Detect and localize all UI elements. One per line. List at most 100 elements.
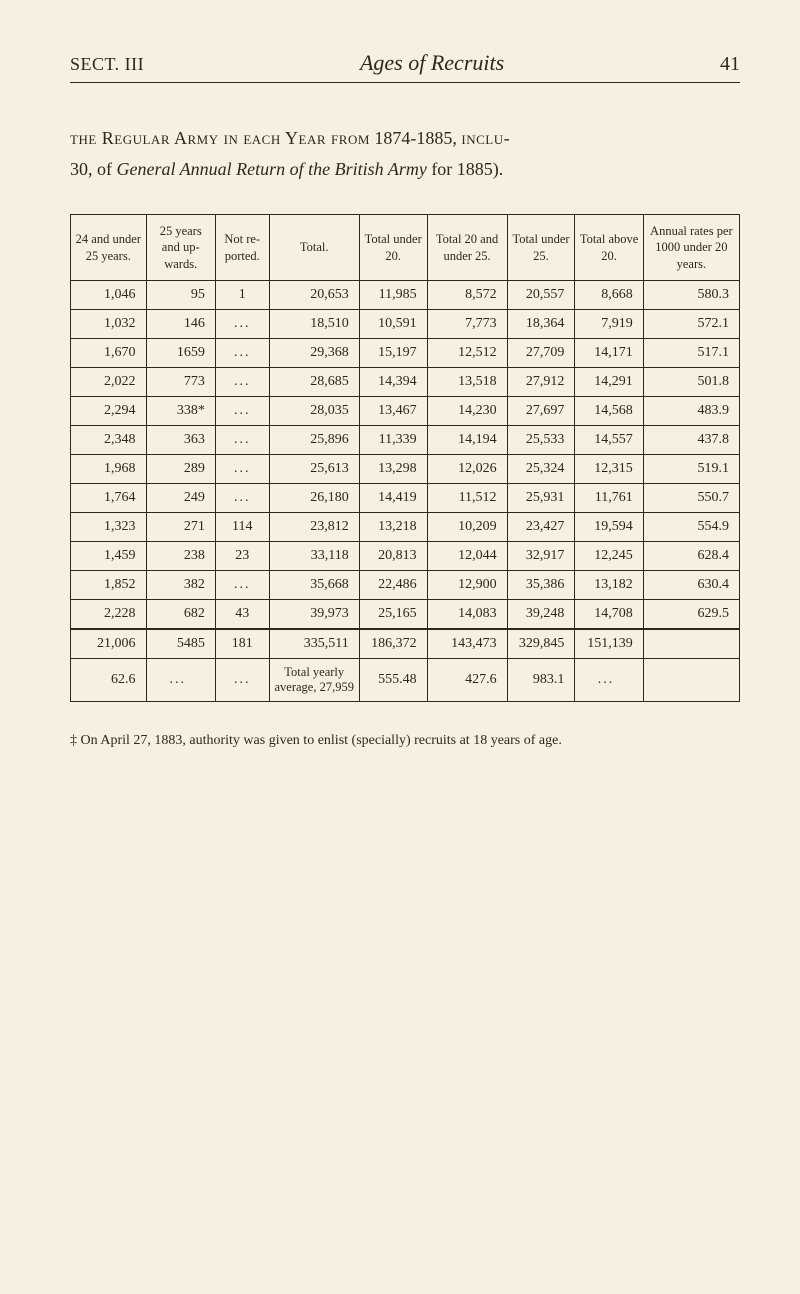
table-cell: 11,761 bbox=[575, 483, 643, 512]
table-cell: 11,985 bbox=[359, 280, 427, 309]
table-cell: ... bbox=[146, 658, 215, 701]
table-cell: 14,083 bbox=[427, 599, 507, 629]
table-cell: 7,773 bbox=[427, 309, 507, 338]
table-cell: 14,194 bbox=[427, 425, 507, 454]
table-cell: 21,006 bbox=[71, 629, 147, 659]
table-body: 1,04695120,65311,9858,57220,5578,668580.… bbox=[71, 280, 740, 701]
table-cell: 23 bbox=[215, 541, 269, 570]
table-cell: 25,533 bbox=[507, 425, 575, 454]
table-cell: 19,594 bbox=[575, 512, 643, 541]
table-cell: 11,512 bbox=[427, 483, 507, 512]
table-cell: 2,022 bbox=[71, 367, 147, 396]
table-cell: 43 bbox=[215, 599, 269, 629]
table-cell: ... bbox=[215, 454, 269, 483]
table-cell: 14,394 bbox=[359, 367, 427, 396]
table-cell: 14,557 bbox=[575, 425, 643, 454]
table-cell: 12,315 bbox=[575, 454, 643, 483]
intro-italic: General Annual Return of the British Arm… bbox=[117, 159, 427, 179]
table-cell: 12,044 bbox=[427, 541, 507, 570]
table-cell: ... bbox=[215, 338, 269, 367]
page: SECT. III Ages of Recruits 41 the Regula… bbox=[0, 0, 800, 1294]
table-cell: 519.1 bbox=[643, 454, 739, 483]
table-cell: 25,896 bbox=[269, 425, 359, 454]
table-cell: 26,180 bbox=[269, 483, 359, 512]
table-cell: 1,032 bbox=[71, 309, 147, 338]
table-row: 2,348363...25,89611,33914,19425,53314,55… bbox=[71, 425, 740, 454]
table-cell: 35,386 bbox=[507, 570, 575, 599]
table-cell: 8,572 bbox=[427, 280, 507, 309]
data-table: 24 and under 25 years. 25 years and up-w… bbox=[70, 214, 740, 702]
table-cell: 572.1 bbox=[643, 309, 739, 338]
table-cell: 8,668 bbox=[575, 280, 643, 309]
table-cell: 29,368 bbox=[269, 338, 359, 367]
table-cell: 329,845 bbox=[507, 629, 575, 659]
intro-line2b: for 1885). bbox=[427, 159, 503, 179]
table-cell: 1,323 bbox=[71, 512, 147, 541]
table-cell: 629.5 bbox=[643, 599, 739, 629]
table-row: 1,32327111423,81213,21810,20923,42719,59… bbox=[71, 512, 740, 541]
col-header: 25 years and up-wards. bbox=[146, 215, 215, 281]
table-cell: 10,591 bbox=[359, 309, 427, 338]
table-cell: 382 bbox=[146, 570, 215, 599]
table-cell: 62.6 bbox=[71, 658, 147, 701]
table-row: 1,04695120,65311,9858,57220,5578,668580.… bbox=[71, 280, 740, 309]
table-cell: 238 bbox=[146, 541, 215, 570]
col-header: 24 and under 25 years. bbox=[71, 215, 147, 281]
header-rule bbox=[70, 82, 740, 83]
table-cell: 13,218 bbox=[359, 512, 427, 541]
table-cell: 28,685 bbox=[269, 367, 359, 396]
table-row: 2,294338*...28,03513,46714,23027,69714,5… bbox=[71, 396, 740, 425]
table-cell: 12,026 bbox=[427, 454, 507, 483]
table-row: 1,6701659...29,36815,19712,51227,70914,1… bbox=[71, 338, 740, 367]
intro-smallcaps-1: the Regular Army in each Year from bbox=[70, 128, 370, 148]
table-cell: 20,813 bbox=[359, 541, 427, 570]
table-cell: 335,511 bbox=[269, 629, 359, 659]
table-cell: 23,812 bbox=[269, 512, 359, 541]
table-cell: 363 bbox=[146, 425, 215, 454]
table-cell: 33,118 bbox=[269, 541, 359, 570]
table-cell: 1,459 bbox=[71, 541, 147, 570]
table-cell: 1,764 bbox=[71, 483, 147, 512]
running-head: SECT. III Ages of Recruits 41 bbox=[70, 50, 740, 76]
table-cell: 181 bbox=[215, 629, 269, 659]
table-row: 1,968289...25,61313,29812,02625,32412,31… bbox=[71, 454, 740, 483]
table-cell: 983.1 bbox=[507, 658, 575, 701]
table-cell: 1659 bbox=[146, 338, 215, 367]
intro-smallcaps-2: inclu- bbox=[461, 128, 510, 148]
table-cell: 7,919 bbox=[575, 309, 643, 338]
table-cell: 18,364 bbox=[507, 309, 575, 338]
table-cell: 12,245 bbox=[575, 541, 643, 570]
table-cell: 18,510 bbox=[269, 309, 359, 338]
table-cell: ... bbox=[215, 425, 269, 454]
table-row: 1,764249...26,18014,41911,51225,93111,76… bbox=[71, 483, 740, 512]
table-cell: 12,512 bbox=[427, 338, 507, 367]
table-cell: 151,139 bbox=[575, 629, 643, 659]
table-cell: 628.4 bbox=[643, 541, 739, 570]
table-cell bbox=[643, 629, 739, 659]
table-cell: 27,912 bbox=[507, 367, 575, 396]
table-cell: ... bbox=[215, 309, 269, 338]
table-cell: 2,294 bbox=[71, 396, 147, 425]
table-cell: 289 bbox=[146, 454, 215, 483]
table-cell: 39,973 bbox=[269, 599, 359, 629]
table-cell: 25,613 bbox=[269, 454, 359, 483]
col-header: Total. bbox=[269, 215, 359, 281]
table-cell: 25,324 bbox=[507, 454, 575, 483]
table-cell bbox=[643, 658, 739, 701]
table-cell: 13,298 bbox=[359, 454, 427, 483]
table-cell: 2,228 bbox=[71, 599, 147, 629]
table-cell: 580.3 bbox=[643, 280, 739, 309]
table-cell: 10,209 bbox=[427, 512, 507, 541]
table-cell: 271 bbox=[146, 512, 215, 541]
col-header: Total under 20. bbox=[359, 215, 427, 281]
table-cell: 14,291 bbox=[575, 367, 643, 396]
table-row: 1,852382...35,66822,48612,90035,38613,18… bbox=[71, 570, 740, 599]
table-cell: 25,165 bbox=[359, 599, 427, 629]
intro-paragraph: the Regular Army in each Year from 1874-… bbox=[70, 123, 740, 184]
table-cell: ... bbox=[215, 570, 269, 599]
table-cell: 427.6 bbox=[427, 658, 507, 701]
table-cell: 483.9 bbox=[643, 396, 739, 425]
table-cell: 14,708 bbox=[575, 599, 643, 629]
table-cell: ... bbox=[215, 483, 269, 512]
table-cell: 550.7 bbox=[643, 483, 739, 512]
